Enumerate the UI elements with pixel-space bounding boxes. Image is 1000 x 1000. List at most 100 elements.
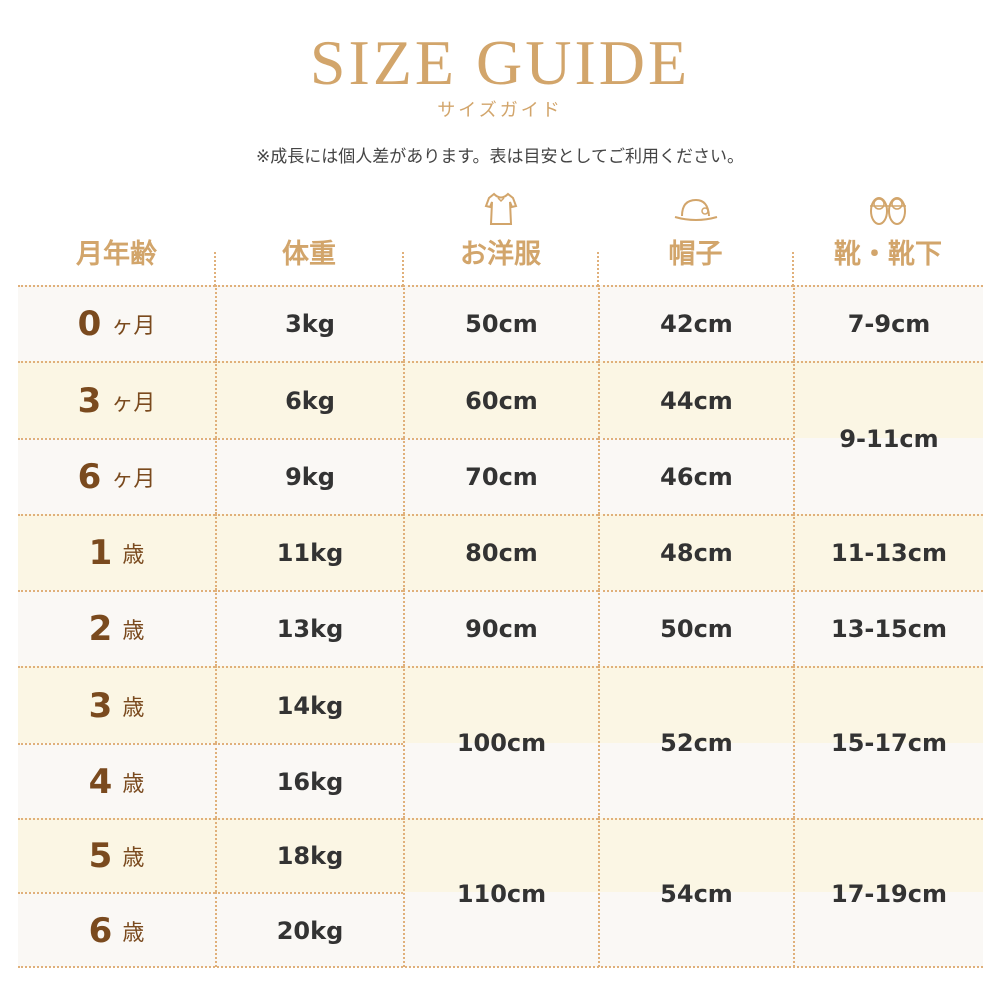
weight-cell: 14kg bbox=[215, 666, 403, 743]
age-unit: ヶ月 bbox=[111, 467, 156, 492]
shoes-cell: 11-13cm bbox=[793, 514, 983, 590]
weight-value: 14kg bbox=[276, 691, 344, 720]
age-number: 6 bbox=[88, 910, 113, 951]
clothes-value: 50cm bbox=[465, 310, 538, 338]
shoes-cell: 9-11cm bbox=[793, 361, 983, 514]
age-number: 1 bbox=[88, 533, 113, 573]
weight-cell: 3kg bbox=[215, 285, 403, 361]
shoes-cell: 7-9cm bbox=[793, 285, 983, 361]
dress-icon bbox=[403, 192, 598, 226]
hat-cell: 48cm bbox=[598, 514, 793, 590]
clothes-cell: 50cm bbox=[403, 285, 598, 361]
header-divider bbox=[792, 252, 794, 286]
hat-icon bbox=[598, 196, 793, 230]
age-unit: ヶ月 bbox=[111, 390, 156, 416]
table-row bbox=[18, 514, 983, 590]
shoes-cell: 13-15cm bbox=[793, 590, 983, 666]
hat-cell: 54cm bbox=[598, 818, 793, 967]
hat-value: 46cm bbox=[660, 463, 733, 491]
table-row bbox=[18, 743, 983, 818]
clothes-value: 110cm bbox=[456, 879, 547, 908]
hat-cell: 46cm bbox=[598, 438, 793, 514]
hat-cell: 44cm bbox=[598, 361, 793, 438]
shoes-value: 15-17cm bbox=[831, 729, 947, 757]
hat-value: 48cm bbox=[660, 539, 733, 567]
table-bottom-border bbox=[18, 966, 983, 968]
page-subtitle: サイズガイド bbox=[437, 100, 563, 121]
weight-cell: 16kg bbox=[215, 743, 403, 818]
age-number: 5 bbox=[88, 836, 113, 876]
age-number: 2 bbox=[88, 609, 113, 649]
age-number: 3 bbox=[77, 380, 102, 421]
age-unit: 歳 bbox=[122, 619, 145, 644]
header-clothes: お洋服 bbox=[460, 239, 541, 270]
table-row bbox=[18, 666, 983, 743]
weight-cell: 20kg bbox=[215, 892, 403, 967]
baby-shoes-icon bbox=[793, 192, 983, 226]
header-shoes: 靴・靴下 bbox=[834, 239, 942, 270]
age-cell: 0 ヶ月 bbox=[18, 285, 215, 361]
age-unit: 歳 bbox=[122, 695, 145, 721]
weight-cell: 6kg bbox=[215, 361, 403, 438]
age-unit: 歳 bbox=[122, 920, 145, 946]
age-cell: 3 ヶ月 bbox=[18, 361, 215, 438]
header-divider bbox=[214, 252, 216, 286]
header-divider bbox=[597, 252, 599, 286]
weight-value: 6kg bbox=[285, 386, 335, 415]
weight-cell: 9kg bbox=[215, 438, 403, 514]
clothes-cell: 80cm bbox=[403, 514, 598, 590]
shoes-value: 9-11cm bbox=[839, 424, 939, 453]
clothes-cell: 110cm bbox=[403, 818, 598, 967]
clothes-cell: 70cm bbox=[403, 438, 598, 514]
age-unit: 歳 bbox=[122, 771, 145, 797]
clothes-value: 60cm bbox=[465, 386, 538, 415]
weight-cell: 11kg bbox=[215, 514, 403, 590]
clothes-value: 100cm bbox=[456, 729, 547, 757]
weight-value: 18kg bbox=[276, 842, 344, 870]
age-number: 0 bbox=[77, 304, 102, 344]
age-unit: 歳 bbox=[122, 543, 145, 568]
hat-value: 50cm bbox=[660, 615, 733, 643]
weight-value: 13kg bbox=[276, 615, 344, 643]
disclaimer-note: ※成長には個人差があります。表は目安としてご利用ください。 bbox=[255, 147, 745, 167]
hat-value: 44cm bbox=[660, 386, 733, 415]
age-number: 4 bbox=[88, 761, 113, 802]
hat-cell: 50cm bbox=[598, 590, 793, 666]
clothes-cell: 90cm bbox=[403, 590, 598, 666]
weight-value: 16kg bbox=[276, 767, 344, 796]
shoes-cell: 17-19cm bbox=[793, 818, 983, 967]
header-age: 月年齢 bbox=[76, 239, 157, 270]
hat-cell: 52cm bbox=[598, 666, 793, 818]
clothes-value: 70cm bbox=[465, 463, 538, 491]
shoes-value: 17-19cm bbox=[831, 879, 947, 908]
age-unit: 歳 bbox=[122, 846, 145, 871]
shoes-value: 7-9cm bbox=[847, 310, 931, 338]
weight-value: 3kg bbox=[285, 310, 335, 338]
page-title: SIZE GUIDE bbox=[309, 27, 691, 98]
age-unit: ヶ月 bbox=[111, 314, 156, 339]
weight-value: 11kg bbox=[276, 539, 344, 567]
hat-value: 54cm bbox=[660, 879, 733, 908]
age-number: 3 bbox=[88, 685, 113, 726]
clothes-cell: 60cm bbox=[403, 361, 598, 438]
hat-value: 42cm bbox=[660, 310, 733, 338]
header-divider bbox=[402, 252, 404, 286]
table-row bbox=[18, 590, 983, 666]
weight-value: 9kg bbox=[285, 463, 335, 491]
clothes-cell: 100cm bbox=[403, 666, 598, 818]
shoes-cell: 15-17cm bbox=[793, 666, 983, 818]
weight-value: 20kg bbox=[276, 916, 344, 945]
weight-cell: 18kg bbox=[215, 818, 403, 892]
shoes-value: 11-13cm bbox=[831, 539, 947, 567]
header-hat: 帽子 bbox=[668, 239, 723, 270]
header-weight: 体重 bbox=[282, 239, 336, 270]
hat-value: 52cm bbox=[660, 729, 733, 757]
table-row bbox=[18, 892, 983, 967]
weight-cell: 13kg bbox=[215, 590, 403, 666]
